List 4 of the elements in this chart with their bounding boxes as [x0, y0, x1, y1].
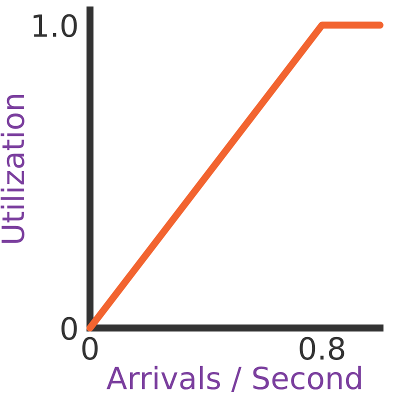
- x-axis-title: Arrivals / Second: [106, 366, 361, 392]
- y-axis-title: Utilization: [0, 95, 24, 243]
- y-tick-label: 1.0: [34, 14, 77, 38]
- x-tick-label: 0.8: [300, 336, 344, 360]
